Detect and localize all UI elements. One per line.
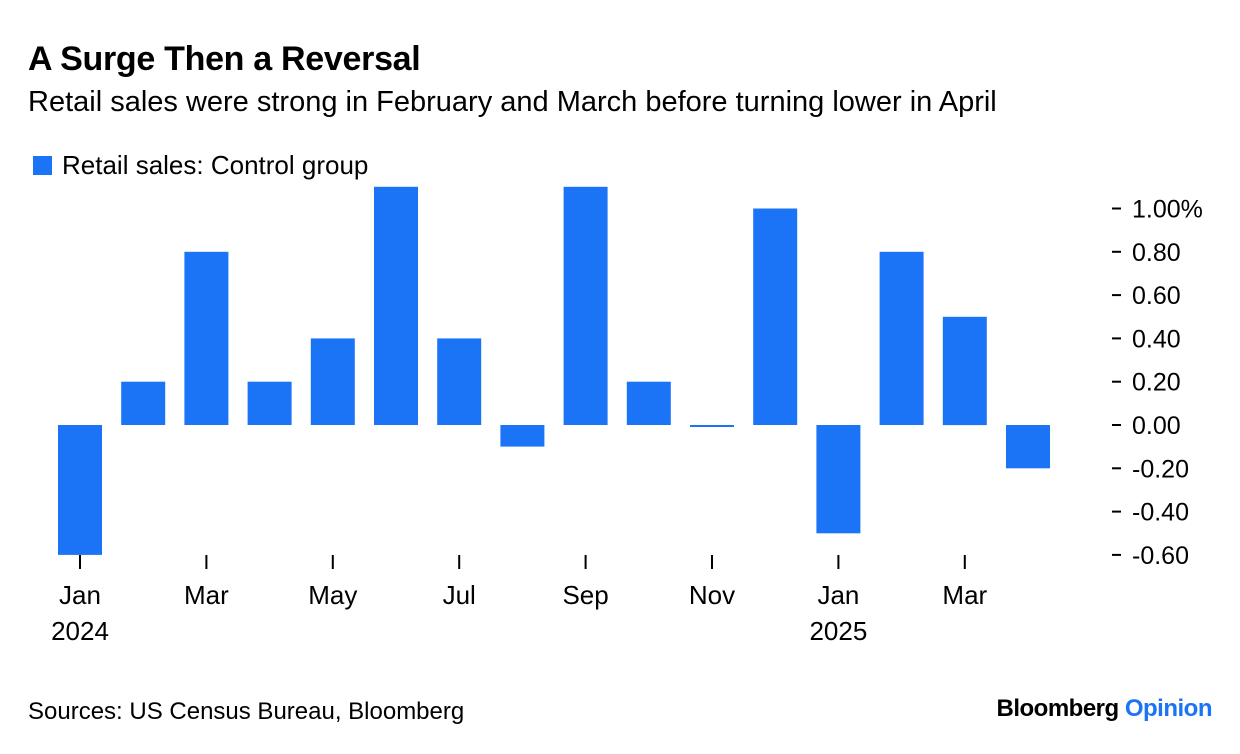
bar-dec-2024	[753, 208, 798, 425]
x-tick-label: Sep	[562, 580, 608, 610]
bar-may-2024	[310, 338, 355, 425]
y-tick-label: 0.20	[1132, 369, 1181, 397]
y-tick-label: -0.60	[1132, 542, 1189, 570]
x-tick-label: Jul	[443, 580, 476, 610]
bar-jul-2024	[437, 338, 482, 425]
bar-mar-2025	[942, 316, 987, 426]
brand-logo: Bloomberg Opinion	[997, 695, 1213, 723]
x-tick-label: Nov	[689, 580, 735, 610]
x-tick-year-label: 2025	[809, 616, 867, 646]
bar-apr-2025	[1006, 425, 1050, 469]
y-tick-label: 0.80	[1132, 239, 1181, 267]
bar-nov-2024	[690, 425, 734, 427]
chart-title: A Surge Then a Reversal	[28, 40, 421, 78]
legend-label: Retail sales: Control group	[62, 150, 369, 180]
y-tick-label: 0.40	[1132, 325, 1181, 353]
bar-sep-2024	[563, 186, 608, 425]
brand-opinion: Opinion	[1124, 695, 1213, 722]
y-tick-label: 0.00	[1132, 412, 1181, 440]
legend-swatch	[33, 156, 52, 175]
x-tick-label: Mar	[184, 580, 229, 610]
x-tick-year-label: 2024	[51, 616, 109, 646]
bar-jun-2024	[374, 186, 418, 425]
source-note: Sources: US Census Bureau, Bloomberg	[28, 698, 465, 725]
brand-name: Bloomberg	[996, 695, 1120, 722]
bar-oct-2024	[626, 381, 671, 425]
x-tick-label: Jan	[817, 580, 859, 610]
y-tick-label: -0.20	[1132, 455, 1189, 483]
bar-feb-2024	[121, 381, 166, 425]
bar-feb-2025	[879, 251, 924, 425]
bar-aug-2024	[500, 425, 545, 447]
x-tick-label: May	[308, 580, 357, 610]
x-tick-label: Mar	[942, 580, 987, 610]
bar-mar-2024	[184, 251, 229, 425]
bar-apr-2024	[247, 381, 292, 425]
y-tick-label: 0.60	[1132, 282, 1181, 310]
bar-jan-2025	[816, 425, 861, 534]
y-tick-label: 1.00%	[1132, 196, 1203, 224]
chart-legend: Retail sales: Control group	[33, 150, 368, 181]
y-tick-label: -0.40	[1132, 499, 1189, 527]
chart-subtitle: Retail sales were strong in February and…	[28, 86, 997, 118]
x-tick-label: Jan	[59, 580, 101, 610]
bar-chart: 1.00% 0.80 0.60 0.40 0.20 0.00 -0.20 -0.40 -0.60…	[51, 186, 1203, 646]
bar-jan-2024	[58, 425, 102, 555]
